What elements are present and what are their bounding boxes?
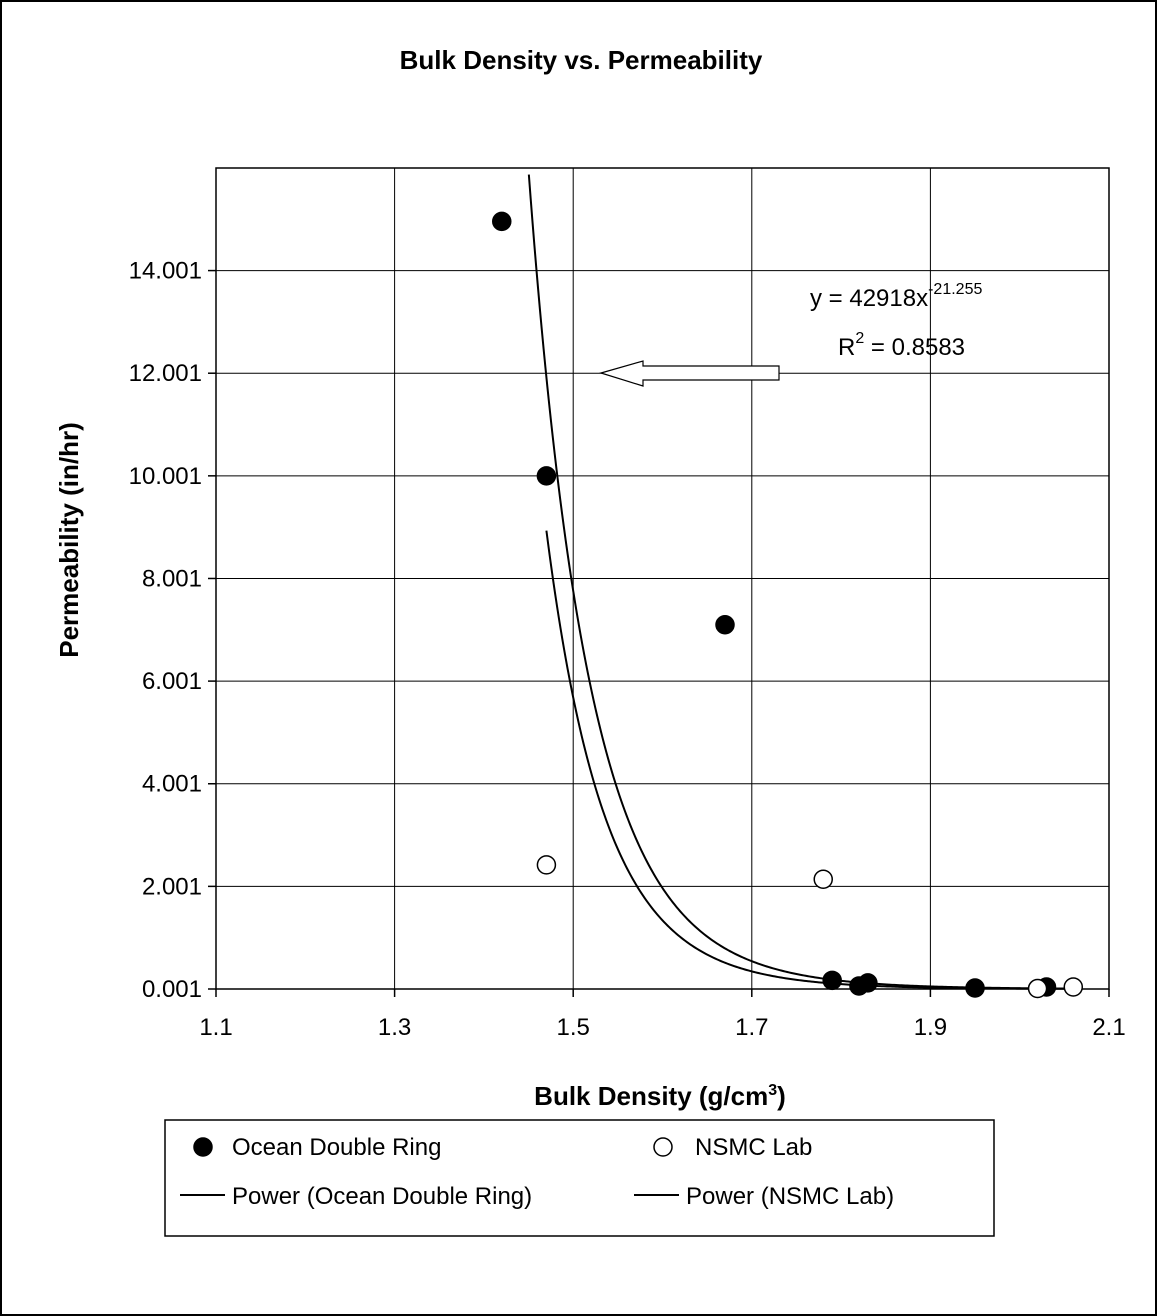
equation-main: y = 42918x: [810, 285, 928, 312]
point-ocean-double-ring: [536, 466, 557, 486]
r-squared-annotation: R2 = 0.8583: [838, 330, 965, 361]
point-nsmc-lab: [536, 855, 557, 875]
y-tick-label: 6.001: [142, 668, 202, 695]
point-ocean-double-ring: [822, 970, 842, 991]
legend-label-power-nsmc: Power (NSMC Lab): [686, 1183, 894, 1210]
point-ocean-double-ring: [715, 614, 735, 635]
point-ocean-double-ring: [965, 978, 985, 998]
legend-label-nsmc-lab: NSMC Lab: [695, 1134, 812, 1161]
chart-title: Bulk Density vs. Permeability: [400, 45, 763, 75]
point-nsmc-lab: [1027, 978, 1048, 999]
legend-marker-ocean-double-ring: [193, 1137, 213, 1157]
legend-label-ocean-double-ring: Ocean Double Ring: [232, 1134, 441, 1161]
point-nsmc-lab: [813, 869, 833, 889]
y-tick-label: 14.001: [129, 258, 202, 285]
r-squared-prefix: R: [838, 334, 855, 361]
x-tick-label: 1.3: [378, 1014, 411, 1041]
point-ocean-double-ring: [492, 211, 512, 232]
x-tick-label: 2.1: [1092, 1014, 1125, 1041]
x-axis-label-end: ): [777, 1081, 786, 1111]
y-tick-label: 0.001: [142, 976, 202, 1003]
y-tick-label: 8.001: [142, 565, 202, 592]
y-tick-label: 12.001: [129, 360, 202, 387]
x-tick-label: 1.5: [557, 1014, 590, 1041]
x-axis-label-main: Bulk Density (g/cm: [534, 1081, 768, 1111]
y-tick-labels: 0.001 2.001 4.001 6.001 8.001 10.001 12.001 14.…: [129, 258, 202, 1003]
x-tick-label: 1.7: [735, 1014, 768, 1041]
y-tick-label: 2.001: [142, 873, 202, 900]
legend-box: [164, 1119, 995, 1237]
equation-exponent: -21.255: [928, 281, 982, 298]
left-arrow-icon: [598, 360, 780, 387]
r-squared-value: = 0.8583: [864, 334, 965, 361]
x-tick-label: 1.9: [914, 1014, 947, 1041]
point-nsmc-lab: [1063, 977, 1084, 997]
trendline-equation: y = 42918x-21.255: [810, 281, 982, 312]
x-axis-label-sup: 3: [768, 1082, 777, 1099]
legend-marker-nsmc-lab: [653, 1137, 673, 1157]
y-tick-label: 4.001: [142, 771, 202, 798]
y-axis-label: Permeability (in/hr): [54, 422, 84, 658]
trendline-power-nsmc-lab: [545, 530, 1074, 990]
r-squared-sup: 2: [855, 330, 864, 347]
x-tick-labels: 1.1 1.3 1.5 1.7 1.9 2.1: [199, 1014, 1125, 1041]
data-points: [492, 211, 1084, 999]
legend: Ocean Double Ring NSMC Lab Power (Ocean …: [164, 1119, 995, 1237]
legend-label-power-ocean: Power (Ocean Double Ring): [232, 1183, 532, 1210]
x-tick-label: 1.1: [199, 1014, 232, 1041]
y-tick-label: 10.001: [129, 463, 202, 490]
x-axis-label: Bulk Density (g/cm3): [534, 1081, 786, 1111]
point-ocean-double-ring: [858, 973, 878, 993]
